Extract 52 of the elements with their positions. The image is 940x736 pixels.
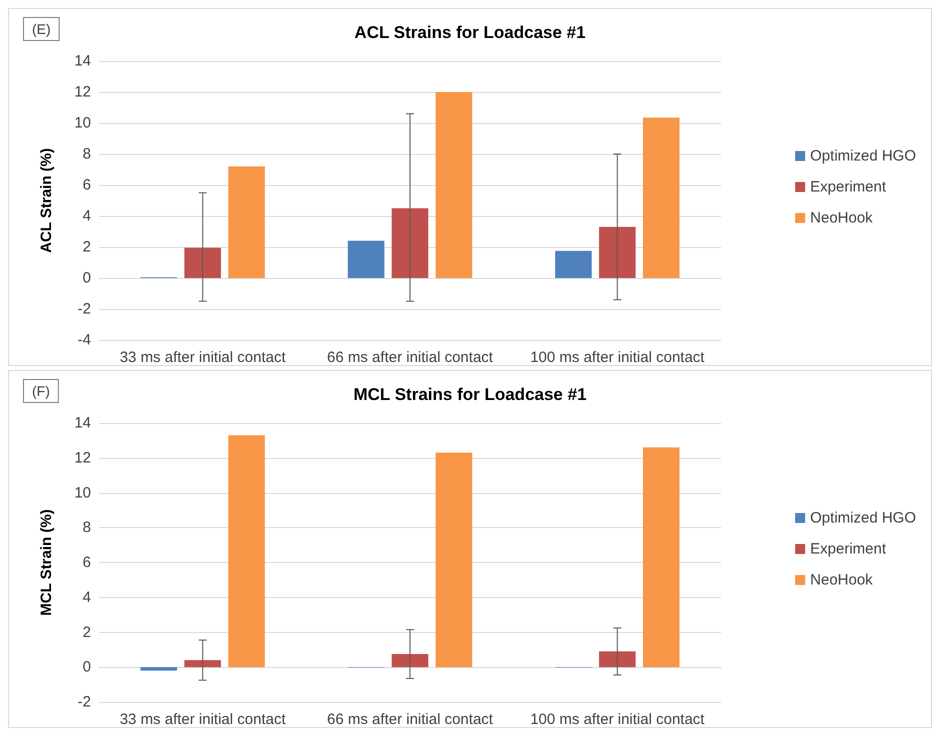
y-tick-label: 8 [82, 146, 91, 162]
bar [348, 240, 384, 278]
legend-label: Experiment [810, 540, 887, 558]
y-tick-label: 4 [82, 588, 91, 606]
y-tick-label: 14 [74, 52, 91, 70]
y-tick-label: 2 [82, 238, 91, 256]
x-tick-label: 66 ms after initial contact [327, 349, 494, 366]
bar [642, 118, 680, 278]
y-tick-label: 6 [82, 176, 91, 194]
y-tick-label: 14 [74, 414, 91, 432]
y-tick-label: 0 [82, 270, 91, 286]
bar [436, 452, 472, 668]
x-tick-label: 33 ms after initial contact [120, 711, 286, 728]
bar [228, 166, 265, 278]
y-tick-label: -4 [78, 332, 91, 348]
bar [228, 435, 265, 668]
legend-label: Optimized HGO [810, 510, 916, 526]
y-tick-label: 6 [82, 554, 91, 571]
legend-label: Experiment [810, 178, 887, 196]
x-tick-label: 66 ms after initial contact [327, 711, 494, 728]
bar [140, 667, 178, 671]
y-tick-label: 12 [74, 84, 91, 100]
y-tick-label: 12 [74, 449, 91, 466]
x-tick-label: 100 ms after initial contact [530, 349, 706, 366]
y-tick-label: 8 [82, 519, 91, 536]
text: (E) [32, 21, 51, 37]
x-tick-label: 100 ms after initial contact [530, 711, 706, 728]
legend-label: NeoHook [810, 572, 874, 588]
bar [599, 226, 636, 278]
chart-title: MCL Strains for Loadcase #1 [353, 385, 587, 404]
x-tick-label: 33 ms after initial contact [120, 349, 286, 366]
legend-label: Optimized HGO [810, 148, 916, 164]
y-tick-label: 10 [74, 484, 91, 502]
y-tick-label: 2 [82, 624, 91, 641]
y-tick-label: 0 [82, 658, 91, 676]
chart-title: ACL Strains for Loadcase #1 [354, 23, 586, 42]
bar [555, 250, 592, 278]
y-axis-title: ACL Strain (%) [38, 148, 55, 253]
bar [184, 248, 221, 278]
y-tick-label: 4 [82, 208, 91, 224]
legend-label: NeoHook [810, 210, 874, 226]
y-tick-label: -2 [78, 300, 91, 318]
bar [392, 208, 428, 278]
bar [184, 660, 221, 668]
y-tick-label: -2 [78, 694, 91, 710]
bar [436, 92, 472, 278]
bar [599, 651, 636, 668]
text: (F) [32, 383, 50, 399]
bar [642, 447, 680, 668]
y-tick-label: 10 [74, 114, 91, 132]
y-axis-title: MCL Strain (%) [38, 509, 55, 616]
bar [392, 654, 428, 668]
